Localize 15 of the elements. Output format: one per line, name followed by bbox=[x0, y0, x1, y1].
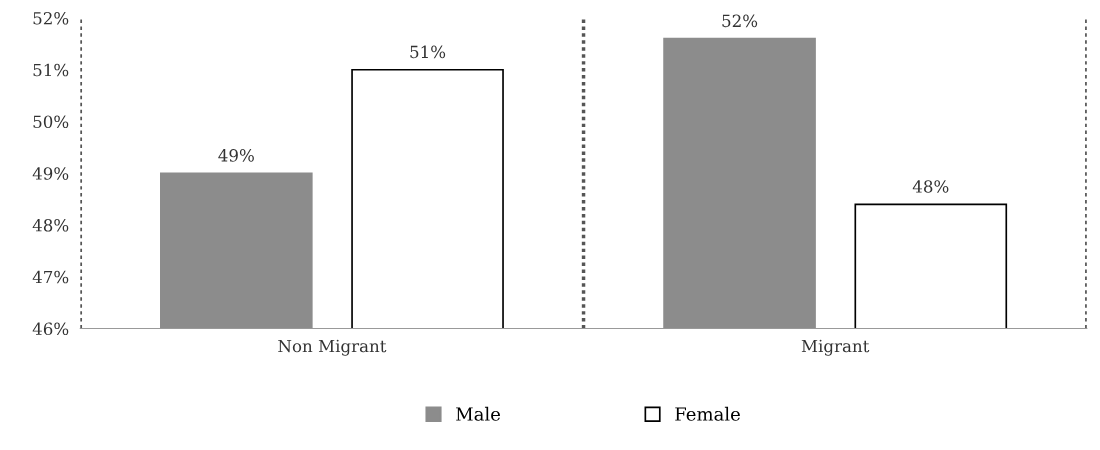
data-label: 49% bbox=[218, 149, 254, 162]
y-tick-label: 46% bbox=[32, 322, 69, 336]
x-tick-label: Non Migrant bbox=[278, 339, 387, 356]
data-label: 52% bbox=[722, 14, 758, 28]
data-label: 51% bbox=[410, 45, 446, 59]
y-tick-label: 48% bbox=[32, 218, 69, 232]
y-tick-label: 51% bbox=[33, 63, 69, 77]
y-tick-label: 50% bbox=[33, 115, 69, 129]
data-label: 48% bbox=[912, 180, 949, 193]
y-tick-label: 52% bbox=[33, 11, 69, 25]
legend-label: Male bbox=[456, 406, 500, 421]
y-tick-label: 47% bbox=[32, 270, 69, 284]
legend-label: Female bbox=[675, 406, 740, 421]
y-tick-label: 49% bbox=[32, 167, 69, 180]
x-tick-label: Migrant bbox=[801, 339, 870, 356]
